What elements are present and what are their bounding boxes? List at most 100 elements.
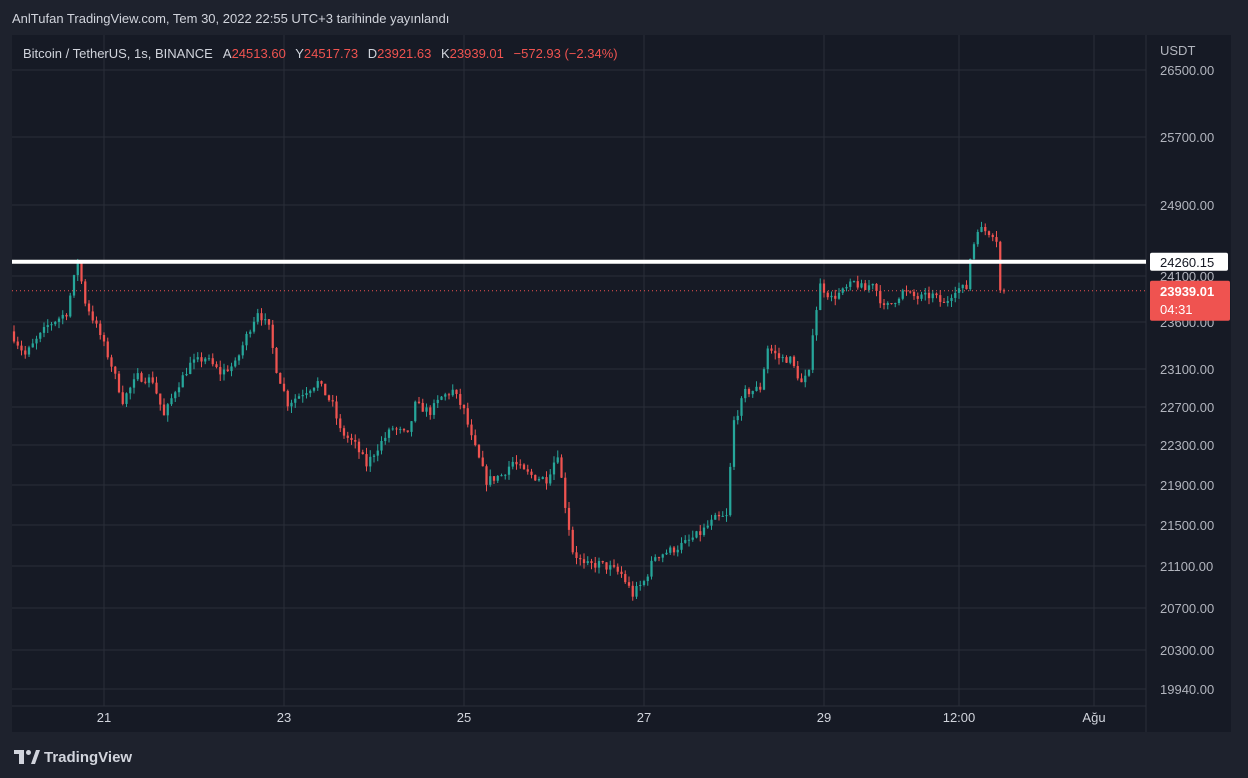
candle-body (886, 303, 889, 305)
price-tick-label: 22700.00 (1160, 400, 1214, 415)
candle-body (672, 547, 676, 553)
candle-body (815, 310, 818, 336)
candle-body (140, 373, 143, 382)
currency-label: USDT (1160, 43, 1195, 58)
last-price-tag-value: 23939.01 (1160, 284, 1214, 299)
candle-body (627, 582, 631, 586)
candle-body (421, 402, 424, 412)
candle-body (781, 357, 784, 359)
candle-body (361, 452, 364, 455)
price-tick-label: 26500.00 (1160, 63, 1214, 78)
candle-body (372, 455, 376, 457)
candle-body (601, 561, 604, 563)
price-tick-label: 24100.00 (1160, 269, 1214, 284)
candle-body (972, 244, 976, 259)
high-value: 24517.73 (303, 46, 359, 61)
candle-body (395, 428, 398, 430)
candle-body (590, 561, 593, 564)
tradingview-brand[interactable]: TradingView (14, 747, 132, 767)
candle-body (72, 275, 76, 296)
candle-body (267, 319, 271, 325)
tradingview-logo-icon (14, 750, 40, 764)
candle-body (875, 283, 878, 291)
candle-body (99, 323, 102, 336)
candle-body (530, 471, 533, 475)
candle-body (897, 298, 901, 304)
candle-body (312, 387, 316, 391)
candle-body (485, 466, 488, 485)
candle-body (346, 435, 349, 438)
candle-body (316, 381, 319, 388)
candle-body (646, 576, 649, 582)
price-tick-label: 22300.00 (1160, 438, 1214, 453)
candle-body (879, 290, 882, 304)
candle-body (507, 466, 511, 475)
candle-body (616, 566, 619, 572)
candle-body (24, 350, 27, 355)
candle-body (282, 383, 286, 391)
open-value: 24513.60 (231, 46, 286, 61)
candle-body (279, 372, 282, 384)
candle-body (444, 394, 447, 397)
price-tick-label: 21900.00 (1160, 478, 1214, 493)
candle-body (335, 401, 338, 419)
chart-panel[interactable] (12, 35, 1231, 732)
candle-body (549, 474, 552, 484)
candle-body (654, 557, 657, 561)
candle-body (631, 585, 634, 597)
candle-body (706, 525, 709, 528)
candle-body (271, 324, 274, 348)
candle-body (402, 428, 406, 431)
candle-body (114, 366, 117, 374)
candle-body (980, 226, 983, 232)
candle-body (635, 586, 638, 597)
candle-body (12, 331, 16, 342)
candle-body (16, 341, 19, 346)
candle-body (365, 454, 368, 467)
candle-body (837, 292, 841, 299)
candle-body (560, 457, 563, 478)
candle-body (121, 392, 124, 404)
candle-body (181, 375, 184, 388)
candle-body (552, 462, 556, 475)
candle-body (695, 531, 698, 538)
candle-body (84, 281, 87, 304)
candle-body (297, 396, 301, 399)
candle-body (684, 540, 687, 543)
candle-body (147, 377, 151, 383)
candle-body (526, 469, 529, 472)
candle-body (785, 357, 788, 363)
candle-body (245, 333, 248, 346)
candle-body (391, 428, 394, 430)
symbol-legend: Bitcoin / TetherUS, 1s, BINANCE A24513.6… (23, 46, 618, 61)
candle-body (665, 552, 668, 555)
axes: 26500.0025700.0024900.0023600.0023100.00… (97, 43, 1230, 725)
candle-body (286, 390, 289, 407)
candle-body (729, 466, 732, 516)
candle-body (369, 456, 372, 467)
candle-body (834, 295, 837, 299)
candle-body (87, 303, 91, 312)
candle-body (714, 514, 717, 520)
candle-body (174, 392, 177, 399)
candle-body (42, 327, 46, 333)
candle-body (612, 565, 616, 567)
candle-body (324, 383, 327, 396)
candle-body (575, 552, 578, 559)
candle-body (309, 390, 312, 394)
candle-body (515, 461, 518, 465)
candle-body (819, 283, 822, 311)
price-tick-label: 20700.00 (1160, 601, 1214, 616)
candle-body (676, 549, 679, 553)
candle-body (27, 347, 31, 355)
candle-body (800, 378, 803, 383)
candle-body (710, 519, 713, 526)
candle-body (804, 375, 807, 383)
candle-body (969, 258, 972, 290)
candle-body (792, 356, 796, 367)
price-tick-label: 25700.00 (1160, 130, 1214, 145)
candle-body (669, 547, 672, 553)
candle-body (230, 366, 233, 372)
time-tick-label: 29 (817, 710, 831, 725)
